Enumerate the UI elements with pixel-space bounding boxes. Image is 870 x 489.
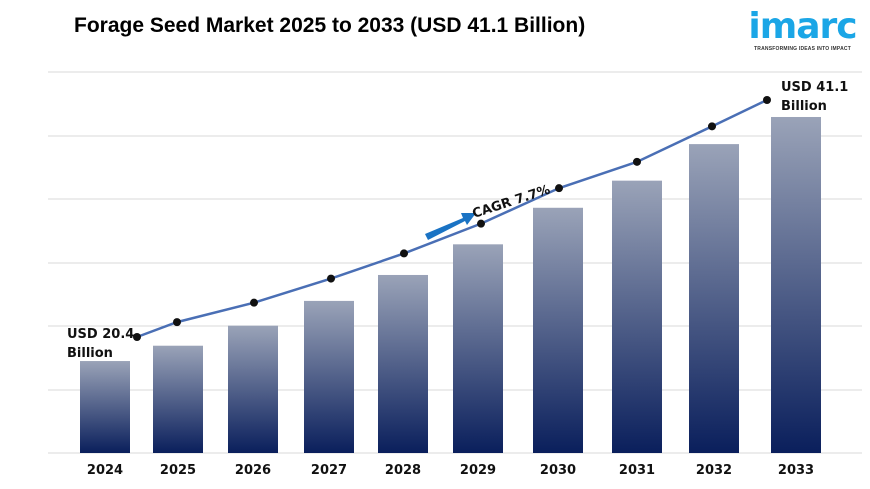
end-value-unit: Billion (781, 99, 827, 114)
start-value-unit: Billion (67, 346, 113, 361)
trend-line (136, 98, 768, 339)
x-tick-label: 2030 (540, 463, 576, 478)
logo-word: imarc (748, 6, 857, 47)
start-value-label: USD 20.4 (67, 327, 134, 342)
bar-2028 (378, 274, 428, 453)
trend-point-2030 (555, 184, 563, 193)
arrow-icon (425, 213, 476, 240)
trend-point-2031 (633, 157, 641, 166)
bar-2030 (533, 207, 583, 453)
bar-2026 (228, 325, 278, 453)
bar-2029 (453, 244, 503, 453)
bar-2032 (689, 144, 739, 454)
x-tick-label: 2025 (160, 463, 196, 478)
trend-point-2026 (250, 298, 258, 307)
logo-tagline: TRANSFORMING IDEAS INTO IMPACT (754, 46, 851, 52)
bar-2027 (304, 300, 354, 453)
trend-point-2027 (327, 274, 335, 283)
x-tick-label: 2032 (696, 463, 732, 478)
trend-point-2028 (400, 249, 408, 258)
end-value-label: USD 41.1 (781, 80, 848, 95)
x-tick-label: 2028 (385, 463, 421, 478)
bar-2031 (612, 180, 662, 453)
trend-point-2025 (173, 318, 181, 327)
x-tick-label: 2033 (778, 463, 814, 478)
x-tick-label: 2029 (460, 463, 496, 478)
bar-2025 (153, 345, 203, 453)
trend-point-2033 (763, 96, 771, 104)
trend-point-2024 (133, 333, 141, 341)
chart-title: Forage Seed Market 2025 to 2033 (USD 41.… (74, 14, 586, 37)
x-tick-label: 2031 (619, 463, 655, 478)
bar-2024 (80, 361, 130, 453)
x-tick-label: 2027 (311, 463, 347, 478)
trend-point-2029 (477, 219, 485, 228)
trend-point-2032 (708, 122, 716, 131)
x-tick-label: 2024 (87, 463, 123, 478)
bar-2033 (771, 116, 821, 454)
cagr-arrow (425, 213, 476, 240)
imarc-logo: imarc TRANSFORMING IDEAS INTO IMPACT (745, 6, 860, 53)
x-tick-label: 2026 (235, 463, 271, 478)
